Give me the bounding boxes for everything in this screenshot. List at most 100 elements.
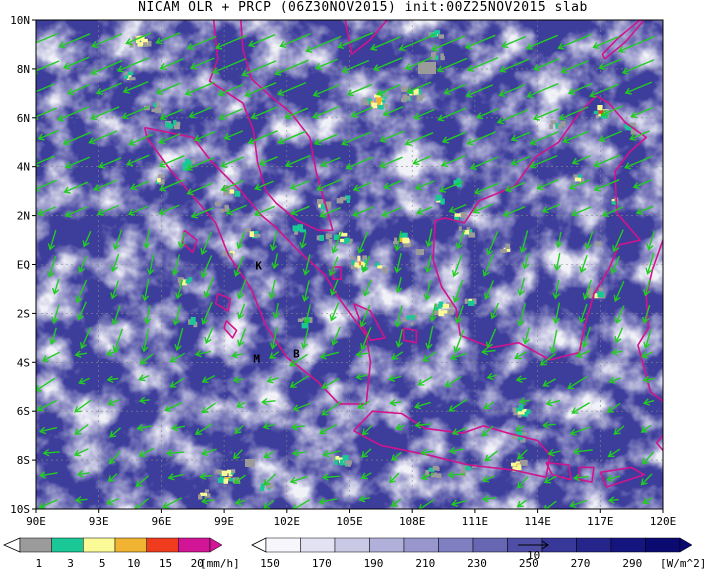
reference-vector: 10: [518, 540, 549, 562]
precip-cell: [126, 74, 132, 80]
coastline: [545, 461, 572, 481]
precip-cell: [182, 165, 189, 171]
wind-vector: [337, 32, 374, 49]
precip-cell: [512, 407, 520, 412]
wind-vector: [218, 108, 243, 121]
precip-cell: [141, 38, 148, 45]
wind-vector: [504, 182, 525, 193]
wind-vector: [211, 58, 246, 75]
wind-vector: [438, 181, 463, 193]
wind-vector: [572, 473, 589, 482]
precip-cell: [344, 237, 350, 243]
wind-vector: [74, 496, 88, 504]
wind-vector: [203, 277, 215, 299]
wind-vector: [547, 449, 561, 457]
wind-vector: [36, 399, 58, 412]
wind-vector: [469, 156, 498, 170]
precip-cell: [403, 241, 411, 248]
wind-vector: [453, 329, 465, 354]
precip-cell: [146, 40, 152, 47]
wind-vector: [146, 254, 155, 276]
wind-vector: [77, 301, 87, 321]
precip-cell: [428, 467, 435, 472]
wind-vector: [418, 499, 435, 509]
map-title: NICAM OLR + PRCP (06Z30NOV2015) init:00Z…: [138, 0, 588, 15]
wind-vector: [110, 253, 120, 273]
olr-tick-label: 170: [312, 557, 332, 570]
precip-cell: [137, 42, 143, 47]
colorbar-end-arrow: [3, 537, 21, 553]
wind-vector: [568, 179, 590, 190]
station-label: M: [253, 352, 260, 365]
wind-vector: [217, 83, 244, 97]
wind-vector: [167, 473, 184, 481]
precip-cell: [173, 125, 180, 130]
precip-cell: [375, 262, 380, 267]
precip-cell: [188, 160, 194, 165]
wind-vector: [143, 305, 152, 325]
wind-vector: [358, 495, 371, 503]
wind-vector: [138, 396, 150, 405]
wind-vector: [277, 130, 307, 145]
wind-vector: [128, 133, 154, 146]
wind-vector: [490, 302, 500, 320]
wind-vector: [189, 57, 215, 70]
lat-tick-label: 2S: [17, 307, 30, 320]
wind-vector: [263, 473, 277, 486]
precip-cell: [416, 94, 423, 101]
wind-vector: [289, 180, 310, 191]
precip-cell: [362, 255, 367, 261]
precip-cell: [229, 189, 235, 194]
wind-vector: [237, 303, 246, 320]
precip-cell: [401, 232, 408, 238]
wind-vector: [112, 229, 123, 251]
wind-vector: [233, 474, 246, 484]
precip-tick-label: 10: [127, 557, 140, 570]
wind-vector: [480, 347, 496, 356]
precip-cell: [586, 288, 593, 294]
wind-vector: [412, 155, 432, 166]
wind-vector: [362, 279, 372, 297]
lat-tick-label: 10S: [10, 503, 30, 516]
precip-cell: [245, 459, 255, 467]
wind-vector: [582, 279, 592, 301]
wind-vector: [416, 206, 433, 215]
wind-vector: [262, 422, 275, 430]
wind-vector: [47, 229, 57, 251]
wind-vector: [593, 179, 620, 192]
precip-cell: [324, 201, 332, 208]
wind-vector: [314, 58, 339, 70]
wind-vector: [95, 82, 122, 95]
wind-vector: [553, 252, 562, 272]
wind-vector: [186, 35, 217, 50]
precip-cell: [503, 247, 511, 252]
wind-vector: [241, 60, 277, 77]
precip-cell: [516, 431, 523, 435]
precip-cell: [328, 239, 333, 245]
precip-cell: [156, 101, 160, 107]
precip-cell: [442, 303, 450, 309]
precip-cell: [374, 94, 378, 98]
precip-cell: [441, 310, 449, 314]
wind-vector: [253, 180, 274, 191]
wind-vector: [58, 33, 91, 49]
wind-vector: [200, 255, 213, 279]
wind-vector: [236, 231, 246, 250]
lat-tick-label: 4S: [17, 356, 30, 369]
precip-cell: [292, 225, 300, 232]
precip-cell: [365, 98, 372, 105]
wind-vector: [164, 402, 183, 412]
wind-vector: [233, 255, 244, 277]
wind-vector: [643, 329, 652, 349]
wind-vector: [436, 57, 468, 73]
wind-vector: [62, 56, 90, 70]
wind-vector: [36, 32, 59, 44]
wind-vector: [116, 57, 150, 73]
precip-cell: [517, 464, 522, 471]
wind-vector: [279, 32, 311, 48]
wind-vector: [322, 450, 341, 458]
precip-cell: [438, 34, 445, 39]
wind-vector: [519, 230, 529, 254]
wind-vector: [449, 352, 467, 361]
precip-cell: [466, 465, 470, 471]
